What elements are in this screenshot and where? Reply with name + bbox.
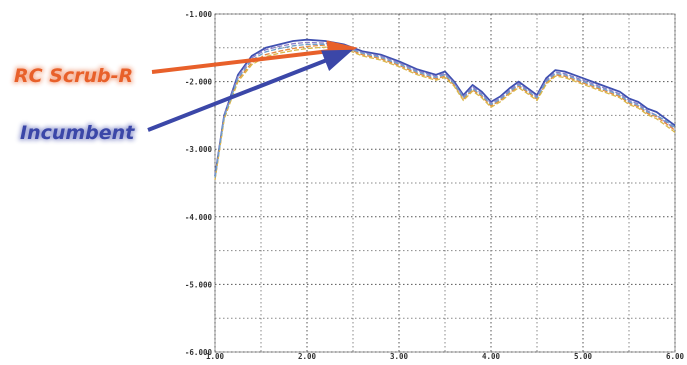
callout-arrow [151,40,358,74]
callout-glow: RC Scrub-R [14,65,133,87]
series-line [214,46,676,180]
y-tick-label: -1.000 [185,10,213,19]
x-tick-label: 6.00 [666,352,685,360]
y-axis-ticks: -1.000 -2.000 -3.000 -4.000 -5.000 -6.000 [185,10,213,357]
y-tick-label: -6.000 [185,348,213,357]
grid-lines [214,13,676,353]
y-tick-label: -4.000 [185,213,213,222]
y-tick-label: -5.000 [185,280,213,289]
series-line [214,44,676,180]
x-tick-label: 4.00 [482,352,501,360]
callout-label: RC Scrub-R [14,65,133,87]
y-tick-label: -3.000 [185,145,213,154]
x-tick-label: 1.00 [206,352,225,360]
callout-glow: Incumbent [20,122,135,144]
x-axis-ticks: 1.00 2.00 3.00 4.00 5.00 6.00 [206,352,685,361]
series-line [214,38,676,177]
x-tick-label: 5.00 [574,352,593,360]
series-line [214,41,676,177]
x-tick-label: 2.00 [298,352,317,360]
y-tick-label: -2.000 [185,78,213,87]
series-line [214,43,676,178]
callout-label: Incumbent [20,122,135,144]
callout-arrow [147,49,353,132]
x-tick-label: 3.00 [390,352,409,360]
series-lines [214,38,676,180]
